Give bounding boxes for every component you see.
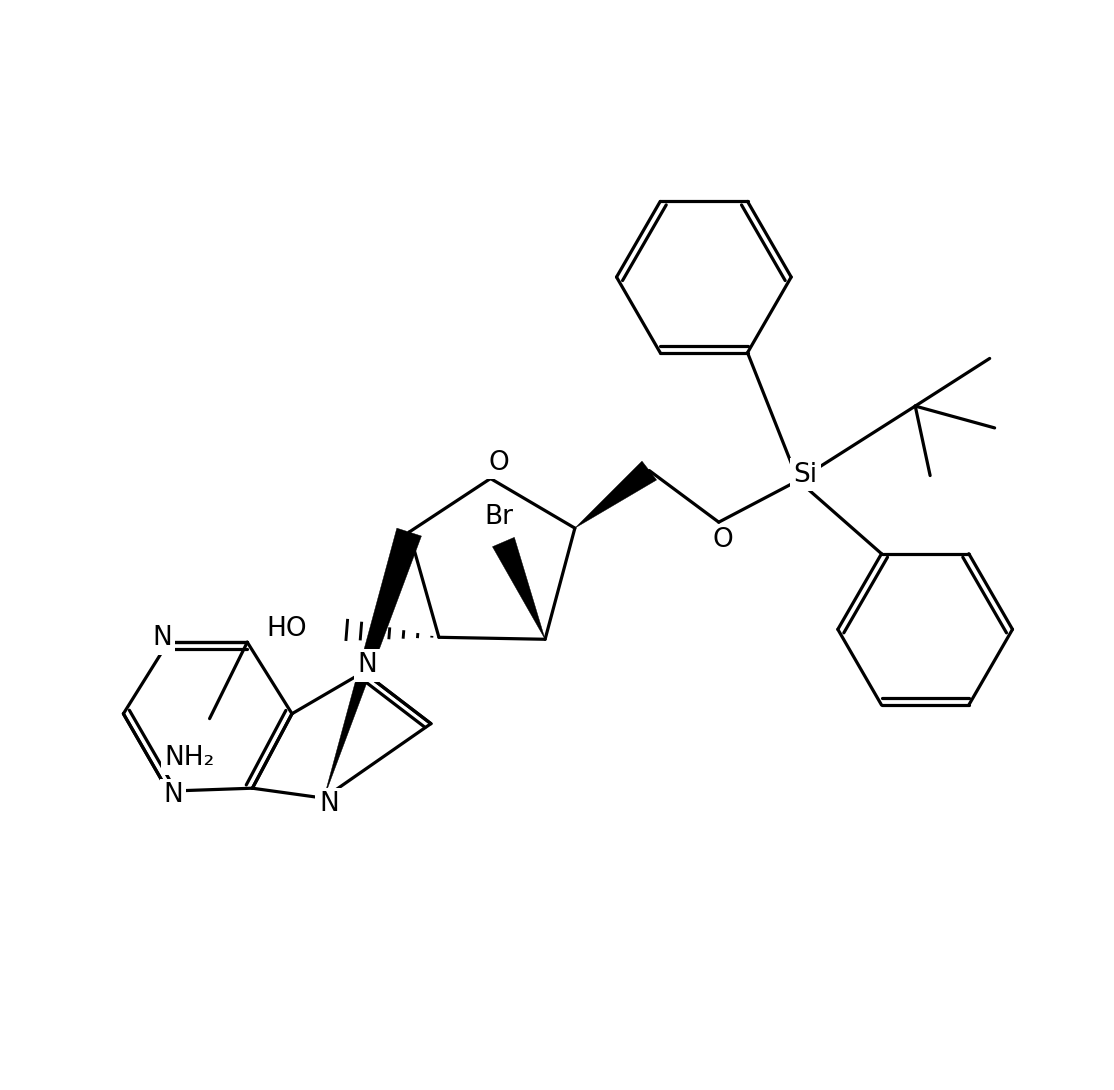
Polygon shape — [324, 529, 421, 798]
Polygon shape — [492, 537, 545, 639]
Text: Br: Br — [483, 505, 512, 530]
Text: HO: HO — [266, 616, 307, 642]
Text: O: O — [712, 528, 733, 553]
Text: N: N — [163, 783, 183, 808]
Text: N: N — [319, 791, 339, 818]
Polygon shape — [575, 461, 656, 529]
Text: Si: Si — [793, 461, 818, 487]
Text: NH₂: NH₂ — [165, 746, 215, 772]
Text: N: N — [358, 652, 378, 678]
Text: O: O — [488, 450, 509, 475]
Text: N: N — [153, 626, 172, 651]
